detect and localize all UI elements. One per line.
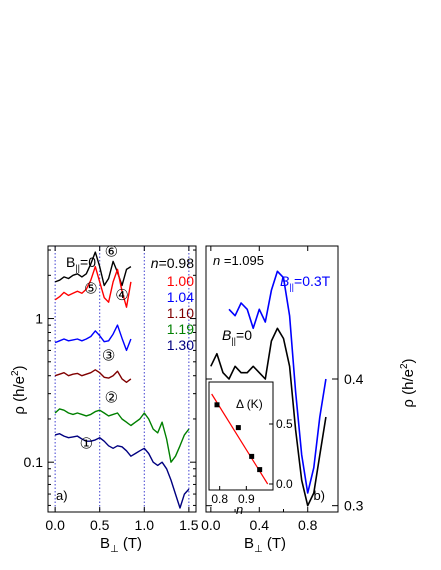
x-tick-label: 0.8: [298, 517, 318, 533]
legend-entry-1: 1.00: [167, 273, 194, 289]
inset-point-2: [249, 453, 255, 459]
series-line-5: [54, 433, 190, 509]
panel-a-legend: n=0.98 1.001.041.101.191.30: [151, 255, 194, 353]
panel-b-inset: 0.8 0.9 0.0 0.5 Δ (K) n: [208, 381, 293, 517]
inset-x-tick-label: 0.8: [211, 492, 228, 506]
inset-y-tick-label: 0.0: [276, 477, 293, 491]
panel-a-series: [54, 251, 190, 509]
series-line-4: [54, 408, 190, 463]
panel-a-ticks: 0.0 0.5 1.0 1.5 1 0.1: [24, 246, 199, 533]
inset-x-tick-label: 0.9: [238, 492, 255, 506]
panel-a-ylabel: ρ (h/e2): [10, 365, 28, 414]
series-line-2: [54, 324, 132, 352]
x-tick-label: 0.0: [45, 517, 65, 533]
y-tick-label: 0.4: [344, 371, 364, 387]
panel-b-label: b): [313, 488, 325, 503]
series-line-3: [54, 369, 132, 383]
x-tick-label: 0.5: [90, 517, 110, 533]
panel-b-xlabel: B⊥ (T): [244, 535, 286, 555]
inset-xlabel: n: [236, 502, 243, 517]
inset-point-0: [214, 402, 220, 408]
y-tick-label: 1: [35, 311, 43, 327]
legend-header-eq: =0.98: [159, 255, 195, 271]
panel-a-curve-markers: ⑥ ⑤ ④ ③ ② ①: [80, 244, 129, 453]
curve-marker-4: ②: [105, 390, 118, 407]
x-tick-label: 0.0: [201, 517, 221, 533]
series-line-0: [210, 327, 327, 507]
x-tick-label: 0.4: [250, 517, 270, 533]
curve-marker-3: ③: [102, 348, 115, 365]
legend-header: n=0.98: [151, 255, 194, 271]
panel-b-n-annotation: n =1.095: [213, 253, 264, 268]
panel-b-ticks: 0.0 0.4 0.8 0.3 0.4: [201, 246, 364, 533]
panel-a-xlabel: B⊥ (T): [100, 535, 142, 555]
panel-b-ylabel: ρ (h/e2): [399, 358, 417, 407]
panel-a-frame: [47, 245, 197, 513]
inset-point-3: [257, 467, 263, 473]
series-line-1: [228, 270, 327, 494]
curve-marker-1: ⑤: [84, 280, 97, 297]
curve-marker-0: ⑥: [105, 244, 118, 261]
inset-y-tick-label: 0.5: [276, 417, 293, 431]
curve-marker-2: ④: [115, 287, 128, 304]
legend-header-n: n: [151, 255, 159, 271]
y-tick-label: 0.1: [24, 454, 44, 470]
inset-point-1: [235, 425, 241, 431]
panel-b-bpar-03-label: B||=0.3T: [280, 273, 331, 292]
legend-entry-5: 1.30: [167, 337, 194, 353]
panel-b-series: [210, 270, 327, 507]
inset-ticks: 0.8 0.9 0.0 0.5: [211, 417, 293, 506]
series-line-1: [54, 265, 132, 308]
x-tick-label: 1.0: [135, 517, 155, 533]
legend-entry-3: 1.10: [167, 305, 194, 321]
y-tick-label: 0.3: [344, 498, 364, 514]
panel-a-label: a): [56, 488, 68, 503]
panel-a-bpar-annotation: B||=0: [66, 254, 96, 273]
inset-plot: [211, 393, 269, 485]
panel-a-reference-lines: [54, 246, 190, 512]
legend-entry-2: 1.04: [167, 289, 194, 305]
inset-frame: [208, 381, 274, 491]
inset-ylabel: Δ (K): [236, 397, 263, 411]
x-tick-label: 1.5: [179, 517, 199, 533]
panel-b: 0.0 0.4 0.80.30.4 n =1.095 B||=0.3T B||=0 …: [201, 245, 417, 555]
panel-b-bpar-0-label: B||=0: [222, 327, 252, 346]
curve-marker-5: ①: [80, 435, 93, 452]
legend-entry-4: 1.19: [167, 321, 194, 337]
